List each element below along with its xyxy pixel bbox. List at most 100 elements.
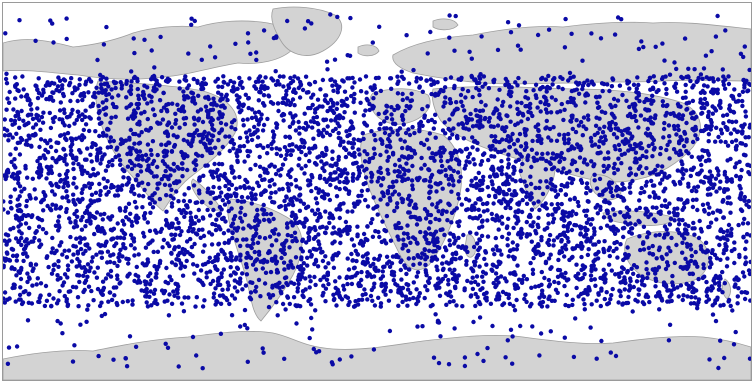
data-point: [233, 127, 238, 132]
data-point: [305, 204, 311, 209]
data-point: [290, 239, 295, 244]
data-point: [150, 205, 156, 210]
data-point: [561, 166, 566, 171]
data-point: [134, 205, 139, 210]
data-point: [463, 114, 468, 120]
data-point: [693, 124, 698, 130]
data-point: [259, 84, 264, 89]
data-point: [35, 169, 41, 174]
data-point: [280, 301, 286, 307]
data-point: [742, 274, 747, 279]
data-point: [444, 209, 449, 214]
data-point: [392, 162, 398, 168]
data-point: [597, 94, 602, 99]
data-point: [520, 197, 525, 203]
data-point: [408, 199, 413, 204]
data-point: [31, 125, 36, 130]
data-point: [514, 191, 519, 197]
data-point: [597, 176, 603, 182]
data-point: [747, 81, 751, 87]
data-point: [580, 83, 586, 88]
data-point: [411, 295, 416, 301]
data-point: [207, 230, 212, 235]
data-point: [255, 207, 260, 213]
data-point: [602, 124, 607, 129]
data-point: [522, 80, 527, 85]
data-point: [344, 180, 350, 185]
data-point: [721, 121, 726, 126]
data-point: [418, 76, 424, 81]
data-point: [674, 150, 679, 155]
data-point: [683, 89, 688, 95]
data-point: [415, 253, 420, 258]
data-point: [557, 268, 563, 273]
data-point: [524, 183, 529, 189]
data-point: [297, 131, 302, 136]
data-point: [12, 157, 17, 162]
data-point: [172, 245, 178, 250]
data-point: [615, 167, 620, 172]
data-point: [443, 131, 448, 136]
data-point: [177, 232, 183, 238]
data-point: [17, 207, 23, 213]
data-point: [703, 174, 708, 180]
data-point: [484, 298, 489, 303]
data-point: [718, 139, 723, 144]
data-point: [511, 225, 516, 231]
data-point: [491, 280, 496, 286]
data-point: [586, 199, 591, 204]
data-point: [175, 164, 180, 170]
data-point: [9, 159, 14, 165]
data-point: [36, 175, 42, 180]
data-point: [340, 115, 346, 121]
data-point: [118, 162, 123, 167]
data-point: [337, 186, 342, 192]
data-point: [290, 148, 295, 153]
data-point: [268, 269, 274, 275]
data-point: [111, 79, 117, 85]
data-point: [529, 301, 534, 307]
data-point: [232, 278, 237, 283]
data-point: [277, 74, 283, 79]
data-point: [481, 279, 486, 284]
data-point: [631, 82, 637, 88]
data-point: [518, 144, 524, 149]
data-point: [446, 201, 451, 206]
data-point: [290, 223, 295, 228]
data-point: [98, 243, 103, 249]
data-point: [17, 152, 23, 157]
data-point: [672, 213, 677, 218]
data-point: [349, 251, 354, 257]
data-point: [313, 259, 319, 264]
data-point: [667, 174, 672, 179]
data-point: [113, 85, 118, 91]
data-point: [54, 248, 59, 253]
data-point: [245, 139, 250, 144]
data-point: [358, 89, 364, 94]
data-point: [720, 290, 725, 295]
data-point: [480, 274, 485, 279]
data-point: [127, 103, 132, 109]
data-point: [57, 243, 62, 248]
data-point: [28, 263, 33, 268]
data-point: [738, 207, 744, 212]
data-point: [116, 93, 121, 98]
data-point: [169, 232, 174, 237]
data-point: [389, 117, 395, 122]
data-point: [569, 88, 575, 94]
data-point: [600, 88, 605, 94]
data-point: [220, 249, 226, 254]
data-point: [61, 107, 67, 112]
data-point: [490, 247, 496, 252]
data-point: [724, 179, 730, 184]
data-point: [675, 168, 680, 173]
data-point: [61, 77, 66, 82]
data-point: [200, 86, 206, 91]
data-point: [569, 227, 575, 233]
data-point: [547, 232, 553, 238]
data-point: [322, 230, 328, 235]
data-point: [642, 117, 647, 122]
data-point: [90, 255, 95, 260]
data-point: [361, 240, 366, 245]
data-point: [243, 92, 248, 98]
